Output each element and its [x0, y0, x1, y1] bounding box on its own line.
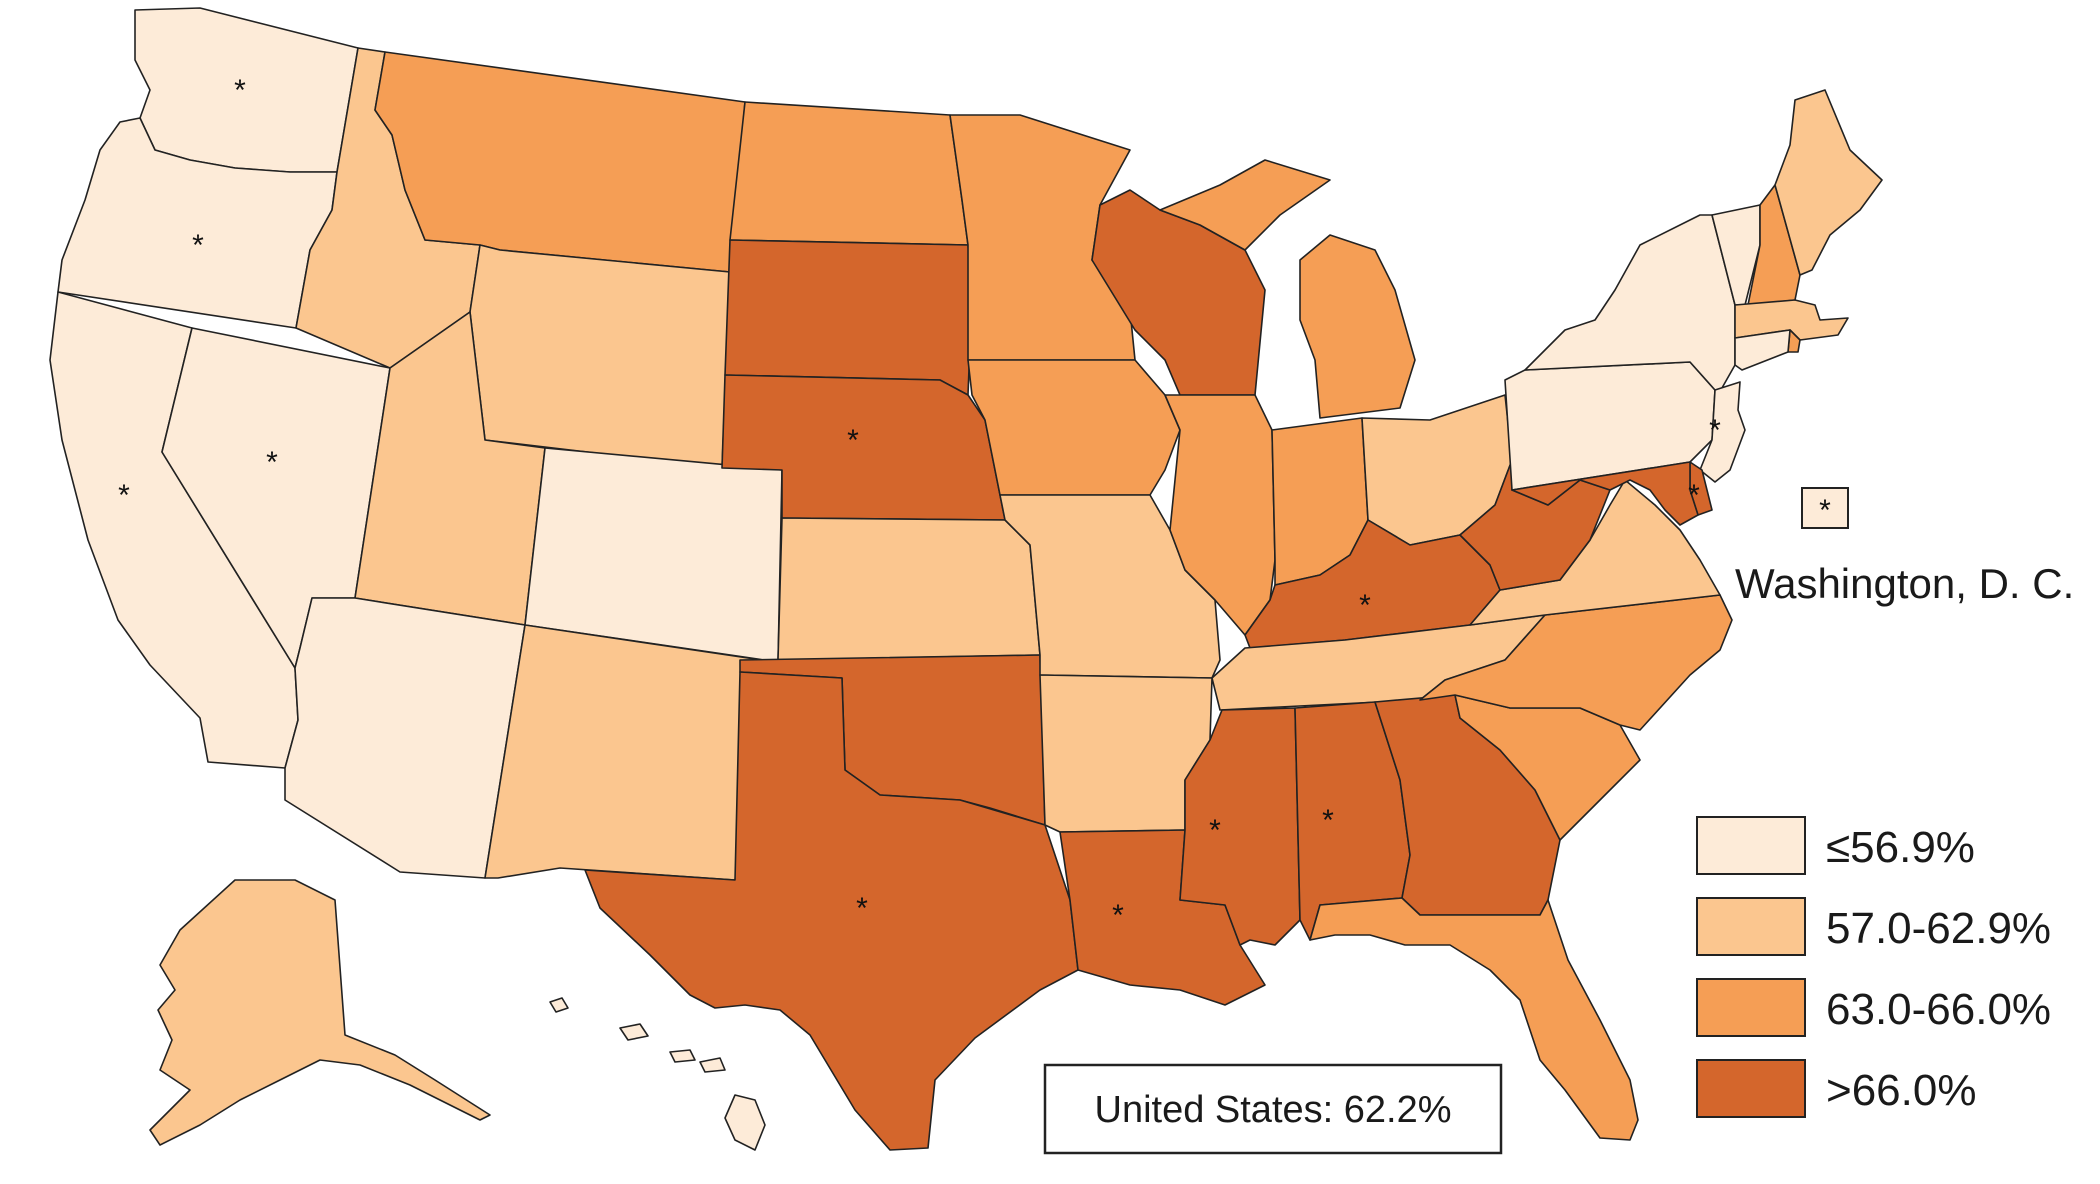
legend-label: 63.0-66.0% — [1826, 985, 2051, 1034]
legend-swatch — [1696, 978, 1806, 1037]
asterisk-marker: * — [847, 424, 859, 457]
state-vermont[interactable] — [1711, 204, 1761, 306]
state-texas[interactable] — [584, 671, 1079, 1151]
state-wisconsin[interactable] — [1091, 189, 1266, 396]
state-washington[interactable] — [134, 7, 359, 173]
asterisk-marker: * — [856, 892, 868, 925]
state-maryland[interactable] — [1511, 461, 1699, 526]
asterisk-marker: * — [266, 446, 278, 479]
legend-label: 57.0-62.9% — [1826, 904, 2051, 953]
dc-marker: * Washington, D. C. — [1735, 487, 2074, 607]
state-connecticut[interactable] — [1734, 329, 1791, 371]
state-new-mexico[interactable] — [484, 624, 776, 881]
asterisk-marker: * — [1112, 899, 1124, 932]
state-alaska[interactable] — [149, 879, 491, 1146]
dc-label: Washington, D. C. — [1735, 560, 2074, 607]
asterisk-marker: * — [1688, 479, 1700, 512]
legend-swatch — [1696, 897, 1806, 956]
state-north-dakota[interactable] — [729, 101, 969, 246]
legend-label: ≤56.9% — [1826, 823, 1975, 872]
state-missouri[interactable] — [999, 494, 1221, 679]
legend-label: >66.0% — [1826, 1066, 1976, 1115]
legend-swatch — [1696, 816, 1806, 875]
asterisk-marker: * — [192, 229, 204, 262]
us-summary-box: United States: 62.2% — [1043, 1063, 1503, 1155]
state-montana[interactable] — [374, 51, 746, 273]
state-mississippi[interactable] — [1179, 707, 1301, 946]
asterisk-marker: * — [234, 74, 246, 107]
asterisk-marker: * — [1359, 589, 1371, 622]
asterisk-marker: * — [1709, 414, 1721, 447]
asterisk-marker: * — [1209, 814, 1221, 847]
asterisk-layer: * * * * * * * * * * * * — [118, 74, 1721, 932]
state-michigan[interactable] — [1159, 159, 1416, 419]
state-hawaii[interactable] — [549, 997, 766, 1151]
legend-swatch — [1696, 1059, 1806, 1118]
state-arizona[interactable] — [284, 597, 526, 879]
state-iowa[interactable] — [967, 359, 1181, 496]
state-new-jersey[interactable] — [1699, 381, 1746, 483]
state-wyoming[interactable] — [469, 244, 731, 469]
states-layer — [49, 7, 1883, 1151]
asterisk-marker: * — [1322, 804, 1334, 837]
state-maine[interactable] — [1774, 89, 1883, 276]
legend: ≤56.9% 57.0-62.9% 63.0-66.0% >66.0% — [1696, 816, 2051, 1118]
asterisk-marker: * — [118, 479, 130, 512]
state-florida[interactable] — [1309, 897, 1639, 1141]
state-kansas[interactable] — [777, 517, 1041, 661]
state-south-dakota[interactable] — [724, 239, 973, 396]
dc-asterisk: * — [1819, 494, 1831, 527]
dc-swatch[interactable] — [1801, 487, 1849, 529]
us-summary-text: United States: 62.2% — [1095, 1089, 1452, 1131]
